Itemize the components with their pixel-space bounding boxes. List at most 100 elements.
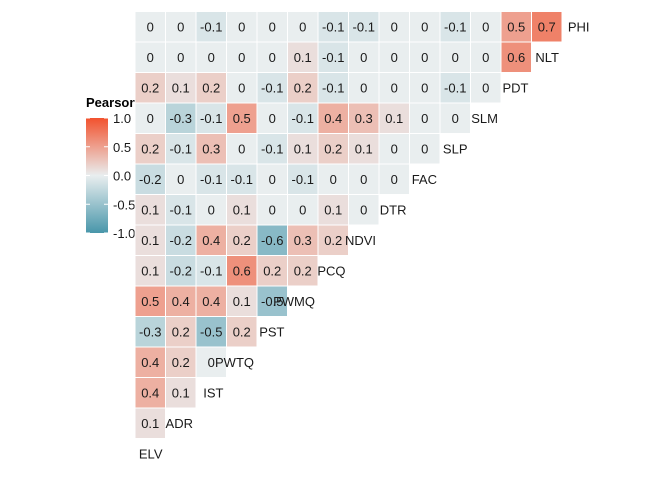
cell-fill (134, 11, 166, 43)
heatmap-cell: 0 (409, 41, 441, 73)
cell-fill (531, 11, 563, 43)
heatmap-cell: -0.1 (317, 11, 349, 43)
heatmap-cell: 0.2 (134, 133, 166, 165)
cell-value-label: 0 (391, 80, 398, 95)
cell-value-label: 0.4 (141, 355, 159, 370)
cell-value-label: 0 (421, 80, 428, 95)
heatmap-cell: 0 (378, 163, 410, 195)
cell-value-label: -0.1 (292, 172, 314, 187)
cell-value-label: 0 (360, 202, 367, 217)
heatmap-cell: 0 (226, 133, 258, 165)
cell-value-label: -0.2 (139, 172, 161, 187)
cell-fill (226, 163, 258, 195)
heatmap-cell: 0 (348, 163, 380, 195)
cell-value-label: 0.6 (233, 263, 251, 278)
cell-value-label: 0 (177, 172, 184, 187)
cell-fill (378, 102, 410, 134)
cell-fill (165, 285, 197, 317)
cell-value-label: 0.7 (538, 19, 556, 34)
heatmap-cell: -0.1 (287, 102, 319, 134)
cell-value-label: 0 (421, 111, 428, 126)
cell-value-label: 0 (421, 50, 428, 65)
cell-fill (165, 72, 197, 104)
cell-value-label: -0.1 (200, 263, 222, 278)
heatmap-cell: 0 (226, 41, 258, 73)
cell-fill (195, 11, 227, 43)
cell-value-label: 0.1 (355, 141, 373, 156)
legend-colorbar (86, 118, 108, 233)
cell-fill (134, 407, 166, 439)
cell-fill (226, 285, 258, 317)
cell-fill (287, 11, 319, 43)
cell-fill (409, 133, 441, 165)
heatmap-cell: 0 (470, 11, 502, 43)
heatmap-cell: 0 (378, 72, 410, 104)
heatmap-cell: -0.1 (348, 11, 380, 43)
heatmap-cell: 0 (165, 11, 197, 43)
heatmap-cell: 0.6 (226, 255, 258, 287)
legend-tick: -1.0 (86, 226, 135, 241)
heatmap-cell: 0 (439, 41, 471, 73)
cell-value-label: -0.1 (200, 172, 222, 187)
heatmap-cell: 0 (317, 163, 349, 195)
heatmap-cell: 0.2 (165, 346, 197, 378)
heatmap-cell: 0 (470, 41, 502, 73)
cell-value-label: 0 (360, 50, 367, 65)
cell-value-label: -0.5 (261, 294, 283, 309)
cell-fill (317, 224, 349, 256)
cell-value-label: 0 (208, 355, 215, 370)
heatmap-cell: 0.4 (195, 224, 227, 256)
cell-value-label: -0.1 (261, 141, 283, 156)
cell-fill (226, 102, 258, 134)
cell-value-label: -0.1 (231, 172, 253, 187)
cell-fill (317, 163, 349, 195)
heatmap-cell: 0 (134, 41, 166, 73)
cell-fill (287, 72, 319, 104)
cell-value-label: 0 (269, 19, 276, 34)
cell-value-label: 0.1 (294, 50, 312, 65)
heatmap-cell: 0 (348, 41, 380, 73)
heatmap-cell: -0.1 (287, 163, 319, 195)
heatmap-cell: 0 (378, 41, 410, 73)
cell-fill (348, 41, 380, 73)
variable-label: SLM (471, 111, 498, 126)
heatmap-cell: 0.2 (165, 316, 197, 348)
cell-value-label: 0.2 (324, 141, 342, 156)
cell-fill (256, 285, 288, 317)
cell-fill (348, 133, 380, 165)
cell-value-label: 0 (208, 50, 215, 65)
cell-value-label: 0 (452, 111, 459, 126)
cell-value-label: 0.3 (355, 111, 373, 126)
cell-value-label: 0 (482, 80, 489, 95)
heatmap-cell: 0 (165, 41, 197, 73)
cell-value-label: 0.4 (324, 111, 342, 126)
heatmap-cell: 0 (378, 133, 410, 165)
cell-value-label: -0.1 (322, 80, 344, 95)
cell-value-label: 0.1 (141, 416, 159, 431)
cell-value-label: 0.1 (233, 202, 251, 217)
cell-value-label: 0 (391, 172, 398, 187)
heatmap-cell: 0 (287, 194, 319, 226)
legend-tick: -0.5 (86, 197, 135, 212)
cell-value-label: 0 (238, 50, 245, 65)
cell-fill (470, 41, 502, 73)
cell-value-label: -0.1 (444, 80, 466, 95)
cell-value-label: 0 (269, 172, 276, 187)
heatmap-cell: 0 (226, 11, 258, 43)
cell-fill (195, 102, 227, 134)
legend-tick: 0.0 (86, 169, 131, 184)
cell-fill (226, 41, 258, 73)
cell-fill (165, 346, 197, 378)
heatmap-cell: 0.3 (348, 102, 380, 134)
heatmap-cell: 0 (409, 11, 441, 43)
cell-value-label: 0.5 (507, 19, 525, 34)
heatmap-cell: 0.2 (256, 255, 288, 287)
cell-fill (317, 72, 349, 104)
heatmap-cell: 0 (165, 163, 197, 195)
cell-value-label: -0.6 (261, 233, 283, 248)
heatmap-cell: 0 (256, 102, 288, 134)
cell-value-label: -0.1 (353, 19, 375, 34)
heatmap-cell: 0 (195, 346, 227, 378)
variable-label: PWMQ (273, 294, 315, 309)
heatmap-cell: -0.3 (165, 102, 197, 134)
